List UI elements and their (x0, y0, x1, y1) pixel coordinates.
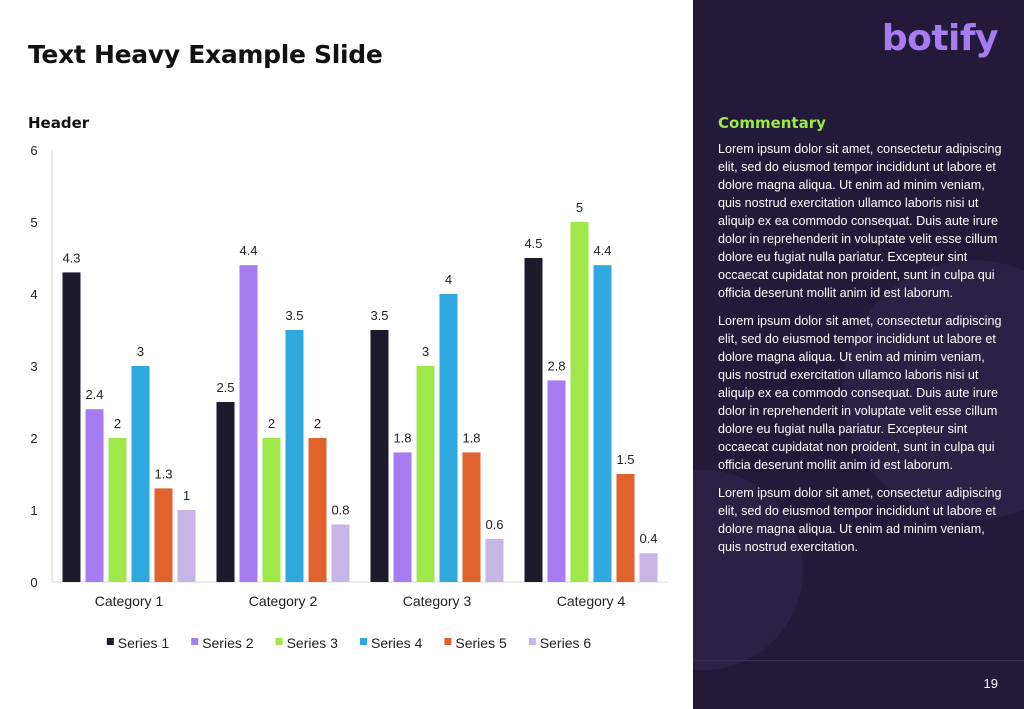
bar (216, 402, 235, 582)
y-tick-label: 6 (30, 143, 37, 158)
data-label: 1.3 (154, 466, 172, 481)
data-label: 1.5 (616, 452, 634, 467)
y-tick-label: 5 (30, 215, 37, 230)
legend-label: Series 5 (455, 635, 507, 651)
y-tick-label: 2 (30, 431, 37, 446)
x-tick-label: Category 2 (249, 593, 318, 609)
commentary-paragraph: Lorem ipsum dolor sit amet, consectetur … (718, 314, 1002, 472)
data-label: 2.8 (547, 358, 565, 373)
bar (131, 366, 150, 582)
botify-logo: botify (881, 18, 999, 59)
legend-swatch (444, 638, 452, 645)
x-tick-label: Category 4 (557, 593, 626, 609)
data-label: 1.8 (462, 430, 480, 445)
data-label: 2.4 (85, 387, 103, 402)
bar (331, 524, 350, 582)
bar (616, 474, 635, 582)
bar (639, 553, 658, 582)
y-tick-label: 0 (30, 575, 37, 590)
legend-label: Series 1 (118, 635, 170, 651)
data-label: 1 (183, 488, 190, 503)
y-tick-label: 4 (30, 287, 37, 302)
y-tick-label: 3 (30, 359, 37, 374)
bar (547, 380, 566, 582)
x-tick-label: Category 3 (403, 593, 472, 609)
bar (462, 452, 481, 582)
commentary-paragraph: Lorem ipsum dolor sit amet, consectetur … (718, 486, 1002, 554)
legend-swatch (275, 638, 283, 645)
bar (285, 330, 304, 582)
bar (370, 330, 389, 582)
bar (439, 294, 458, 582)
data-label: 3.5 (285, 308, 303, 323)
bar (239, 265, 258, 582)
data-label: 4.4 (593, 243, 611, 258)
commentary-body: Lorem ipsum dolor sit amet, consectetur … (718, 140, 1002, 566)
chart-header: Header (28, 114, 90, 132)
bar (177, 510, 196, 582)
bar (108, 438, 127, 582)
x-tick-label: Category 1 (95, 593, 164, 609)
commentary-paragraph: Lorem ipsum dolor sit amet, consectetur … (718, 142, 1002, 300)
bar (524, 258, 543, 582)
commentary-panel: botify Commentary Lorem ipsum dolor sit … (693, 0, 1024, 709)
legend-swatch (360, 638, 367, 645)
bar (593, 265, 612, 582)
data-label: 5 (576, 200, 583, 215)
legend-label: Series 2 (202, 635, 254, 651)
footer-divider (693, 660, 1024, 661)
commentary-title: Commentary (718, 114, 826, 132)
bar (308, 438, 327, 582)
legend-swatch (528, 638, 536, 645)
bar (485, 538, 504, 582)
data-label: 0.4 (639, 531, 657, 546)
bar (85, 409, 104, 582)
data-label: 4 (445, 272, 452, 287)
bar (393, 452, 412, 582)
slide-title: Text Heavy Example Slide (28, 40, 383, 69)
data-label: 1.8 (393, 430, 411, 445)
legend-label: Series 4 (371, 635, 423, 651)
legend-label: Series 3 (287, 635, 339, 651)
bar-chart: 0 1 2 3 4 5 6 4.3 2.4 2 3 1.3 1 Category 1 2.5 4.4 2 3.5 2… (30, 143, 668, 651)
data-label: 2.5 (216, 380, 234, 395)
legend-swatch (106, 638, 114, 645)
data-label: 3 (422, 344, 429, 359)
page-number: 19 (983, 676, 998, 691)
legend-swatch (191, 638, 199, 645)
data-label: 4.5 (524, 236, 542, 251)
data-label: 2 (314, 416, 321, 431)
legend-label: Series 6 (540, 635, 592, 651)
data-label: 0.8 (331, 502, 349, 517)
data-label: 3.5 (370, 308, 388, 323)
bar (416, 366, 435, 582)
data-label: 4.3 (62, 250, 80, 265)
data-label: 2 (114, 416, 121, 431)
bar (570, 222, 589, 582)
data-label: 2 (268, 416, 275, 431)
bar (154, 488, 173, 582)
data-label: 4.4 (239, 243, 257, 258)
bar (262, 438, 281, 582)
data-label: 0.6 (485, 517, 503, 532)
data-label: 3 (137, 344, 144, 359)
bar (62, 272, 81, 582)
y-tick-label: 1 (30, 503, 37, 518)
